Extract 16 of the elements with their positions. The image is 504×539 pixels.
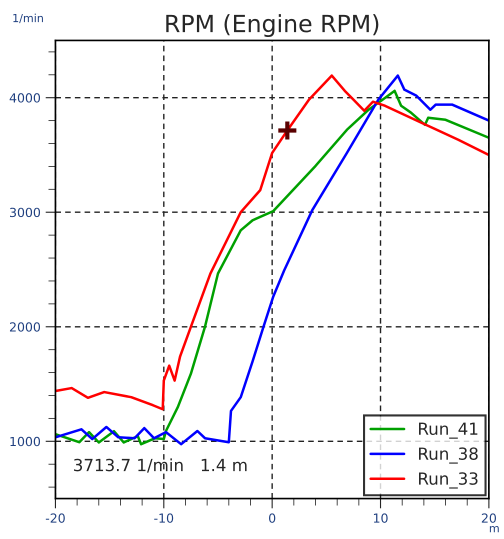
legend-label: Run_38	[419, 447, 478, 464]
legend-label: Run_33	[419, 472, 478, 489]
y-tick-label: 1000	[10, 436, 40, 446]
y-tick-label: 3000	[10, 208, 40, 218]
x-tick-label: -20	[46, 513, 65, 523]
y-tick-label: 4000	[10, 93, 40, 103]
x-tick-label: 20	[482, 513, 496, 523]
x-axis-title: m	[490, 526, 499, 532]
x-tick-label: 10	[374, 513, 388, 523]
y-axis-title: 1/min	[13, 14, 43, 24]
x-tick-label: -10	[154, 513, 174, 523]
x-tick-label: 0	[269, 513, 276, 523]
legend-label: Run_41	[419, 422, 478, 439]
chart-title: RPM (Engine RPM)	[166, 14, 378, 37]
y-tick-label: 2000	[10, 322, 40, 332]
annotation: 3713.7 1/min 1.4 m	[74, 458, 247, 473]
